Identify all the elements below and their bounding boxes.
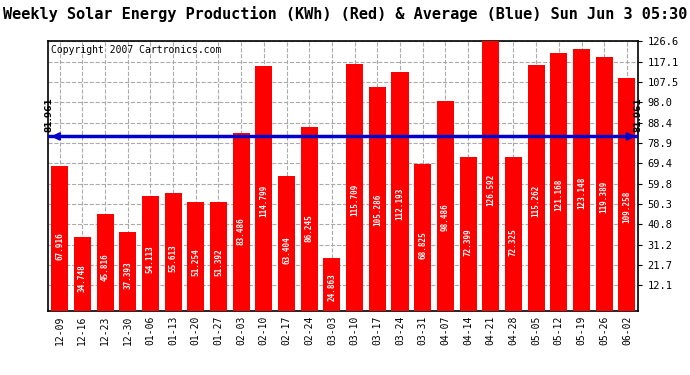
Bar bbox=[210, 202, 227, 311]
Bar bbox=[51, 166, 68, 311]
Bar bbox=[301, 128, 318, 311]
Bar bbox=[324, 258, 340, 311]
Bar bbox=[528, 65, 544, 311]
Text: 67.916: 67.916 bbox=[55, 232, 64, 260]
Text: 86.245: 86.245 bbox=[305, 214, 314, 242]
Text: 54.113: 54.113 bbox=[146, 246, 155, 273]
Bar bbox=[573, 49, 590, 311]
Bar bbox=[618, 78, 635, 311]
Text: 83.486: 83.486 bbox=[237, 217, 246, 245]
Bar bbox=[391, 72, 408, 311]
Bar bbox=[595, 57, 613, 311]
Text: 72.325: 72.325 bbox=[509, 228, 518, 256]
Text: 45.816: 45.816 bbox=[101, 254, 110, 281]
Bar bbox=[233, 133, 250, 311]
Text: 112.193: 112.193 bbox=[395, 188, 404, 220]
Bar bbox=[74, 237, 91, 311]
Bar bbox=[278, 176, 295, 311]
Text: 126.592: 126.592 bbox=[486, 174, 495, 206]
Text: 115.262: 115.262 bbox=[531, 184, 541, 217]
Bar bbox=[368, 87, 386, 311]
Text: 123.148: 123.148 bbox=[577, 177, 586, 209]
Bar bbox=[119, 231, 136, 311]
Bar bbox=[97, 213, 114, 311]
Bar bbox=[414, 165, 431, 311]
Text: 68.825: 68.825 bbox=[418, 231, 427, 259]
Text: 24.863: 24.863 bbox=[328, 273, 337, 301]
Text: 115.709: 115.709 bbox=[350, 184, 359, 216]
Text: 105.286: 105.286 bbox=[373, 194, 382, 226]
Text: Weekly Solar Energy Production (KWh) (Red) & Average (Blue) Sun Jun 3 05:30: Weekly Solar Energy Production (KWh) (Re… bbox=[3, 6, 687, 22]
Text: 37.393: 37.393 bbox=[124, 261, 132, 289]
Text: 98.486: 98.486 bbox=[441, 203, 450, 231]
Bar bbox=[346, 64, 363, 311]
Text: 34.748: 34.748 bbox=[78, 264, 87, 292]
Text: 81.961: 81.961 bbox=[44, 98, 53, 132]
Text: 51.392: 51.392 bbox=[214, 248, 223, 276]
Text: 55.613: 55.613 bbox=[168, 244, 177, 272]
Bar bbox=[482, 41, 500, 311]
Bar bbox=[460, 157, 477, 311]
Bar bbox=[165, 193, 181, 311]
Text: 72.399: 72.399 bbox=[464, 228, 473, 256]
Text: Copyright 2007 Cartronics.com: Copyright 2007 Cartronics.com bbox=[51, 45, 221, 55]
Text: 109.258: 109.258 bbox=[622, 190, 631, 223]
Bar bbox=[142, 196, 159, 311]
Text: 119.389: 119.389 bbox=[600, 180, 609, 213]
Bar bbox=[505, 157, 522, 311]
Text: 81.961: 81.961 bbox=[633, 98, 642, 132]
Bar bbox=[187, 202, 204, 311]
Text: 51.254: 51.254 bbox=[191, 248, 200, 276]
Text: 114.799: 114.799 bbox=[259, 185, 268, 217]
Text: 121.168: 121.168 bbox=[554, 179, 563, 211]
Bar bbox=[255, 66, 273, 311]
Bar bbox=[551, 53, 567, 311]
Bar bbox=[437, 101, 454, 311]
Text: 63.404: 63.404 bbox=[282, 237, 291, 264]
